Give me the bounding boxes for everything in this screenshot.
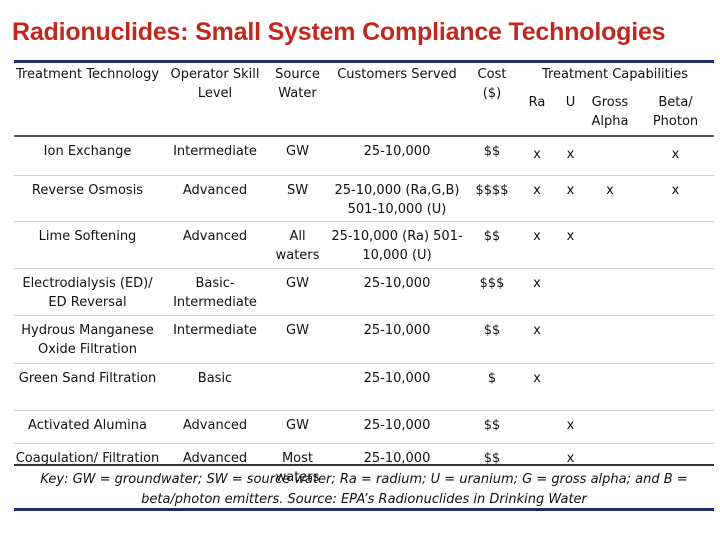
cell-ra: x (533, 147, 541, 162)
header-source: Source Water (269, 63, 326, 137)
header-customers: Customers Served (326, 63, 468, 137)
table-row: Reverse Osmosis Advanced SW 25-10,000 (R… (14, 176, 714, 222)
cell-skill: Intermediate (173, 144, 257, 159)
cell-gross (583, 411, 637, 444)
cell-ra: x (533, 323, 541, 338)
cell-skill: Advanced (182, 183, 248, 198)
table-row: Lime Softening Advanced All waters 25-10… (14, 222, 714, 269)
cell-beta (637, 316, 714, 364)
cell-u: x (566, 229, 575, 244)
cell-u: x (566, 418, 575, 433)
cell-ra: x (533, 371, 541, 386)
cell-gross (583, 316, 637, 364)
cell-tech: Reverse Osmosis (31, 183, 144, 198)
cell-water: SW (286, 183, 309, 198)
cell-tech: Ion Exchange (43, 144, 132, 159)
cell-customers: 25-10,000 (Ra,G,B) 501-10,000 (U) (334, 183, 460, 217)
cell-cost: $$ (483, 418, 501, 433)
cell-tech: Green Sand Filtration (18, 371, 157, 386)
cell-customers: 25-10,000 (Ra) 501-10,000 (U) (331, 229, 463, 263)
cell-cost: $$ (483, 323, 501, 338)
cell-cost: $$$$ (475, 183, 509, 198)
cell-beta: x (671, 147, 680, 162)
cell-tech: Coagulation/ Filtration (15, 451, 160, 466)
header-operator: Operator Skill Level (161, 63, 269, 137)
cell-tech: Electrodialysis (ED)/ ED Reversal (22, 276, 153, 310)
cell-beta (637, 222, 714, 269)
cell-water: GW (286, 418, 309, 433)
cell-skill: Advanced (182, 451, 248, 466)
cell-ra: x (533, 276, 541, 291)
cell-beta (637, 411, 714, 444)
cell-water: Most waters (275, 451, 320, 485)
cell-ra: x (533, 183, 541, 198)
page-title: Radionuclides: Small System Compliance T… (12, 18, 666, 46)
cell-beta (637, 269, 714, 316)
cell-ra: x (533, 229, 541, 244)
table-row: Coagulation/ Filtration Advanced Most wa… (14, 444, 714, 488)
cell-water: GW (286, 323, 309, 338)
cell-tech: Lime Softening (38, 229, 137, 244)
cell-skill: Basic-Intermediate (173, 276, 257, 310)
header-treatment: Treatment Technology (14, 63, 161, 137)
cell-gross (583, 136, 637, 176)
header-ra: Ra (516, 89, 558, 137)
cell-water: GW (286, 276, 309, 291)
header-capabilities: Treatment Capabilities (541, 67, 689, 82)
cell-ra (516, 411, 558, 444)
table-row: Activated Alumina Advanced GW 25-10,000 … (14, 411, 714, 444)
cell-cost: $$ (483, 229, 501, 244)
table-row: Ion Exchange Intermediate GW 25-10,000 $… (14, 136, 714, 176)
cell-gross: x (606, 183, 614, 198)
cell-water: All waters (275, 229, 320, 263)
cell-u (558, 364, 583, 411)
table-row: Hydrous Manganese Oxide Filtration Inter… (14, 316, 714, 364)
header-beta: Beta/ Photon (637, 89, 714, 137)
cell-u (558, 316, 583, 364)
key-footnote: Key: GW = groundwater; SW = source water… (14, 464, 714, 511)
cell-cost: $$$ (479, 276, 505, 291)
cell-gross (583, 222, 637, 269)
cell-customers: 25-10,000 (363, 418, 431, 433)
cell-customers: 25-10,000 (363, 323, 431, 338)
cell-customers: 25-10,000 (363, 276, 431, 291)
cell-skill: Basic (197, 371, 233, 386)
table-row: Electrodialysis (ED)/ ED Reversal Basic-… (14, 269, 714, 316)
cell-cost: $$ (483, 144, 501, 159)
cell-tech: Activated Alumina (28, 418, 147, 433)
table-row: Green Sand Filtration Basic 25-10,000 $ … (14, 364, 714, 411)
cell-u: x (566, 183, 575, 198)
cell-skill: Advanced (182, 229, 248, 244)
cell-customers: 25-10,000 (363, 144, 431, 159)
header-gross: Gross Alpha (583, 89, 637, 137)
cell-beta: x (671, 183, 680, 198)
cell-gross (583, 269, 637, 316)
header-cost: Cost ($) (468, 63, 516, 137)
cell-beta (637, 364, 714, 411)
top-divider (14, 60, 714, 63)
cell-u (558, 269, 583, 316)
cell-u: x (566, 451, 575, 466)
cell-cost: $ (487, 371, 497, 386)
cell-customers: 25-10,000 (363, 451, 431, 466)
cell-cost: $$ (483, 451, 501, 466)
cell-gross (583, 364, 637, 411)
cell-customers: 25-10,000 (363, 371, 431, 386)
cell-water (269, 364, 326, 411)
compliance-table: Treatment Technology Operator Skill Leve… (14, 63, 714, 487)
header-u: U (558, 89, 583, 137)
cell-skill: Intermediate (173, 323, 257, 338)
cell-tech: Hydrous Manganese Oxide Filtration (21, 323, 154, 357)
cell-u: x (566, 147, 575, 162)
cell-skill: Advanced (182, 418, 248, 433)
cell-water: GW (286, 144, 309, 159)
